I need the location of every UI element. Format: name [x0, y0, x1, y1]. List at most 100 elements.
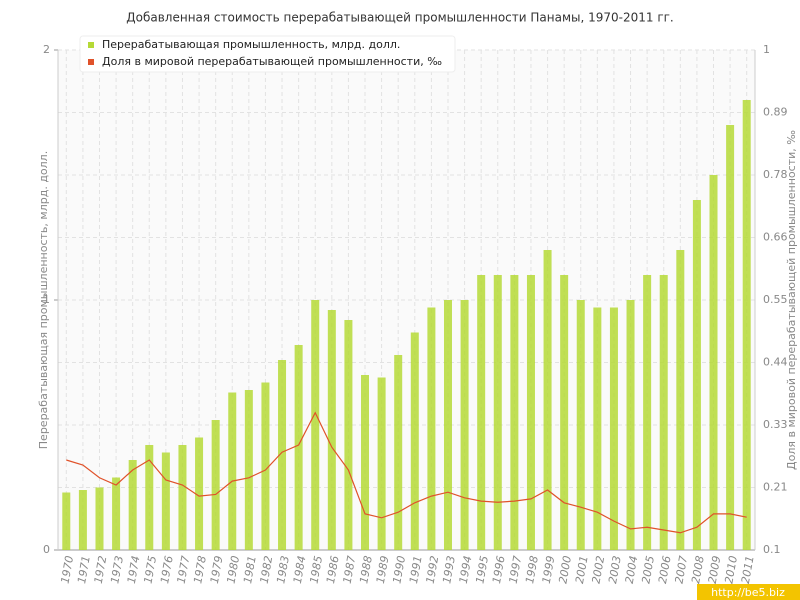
x-tick-label: 1995: [473, 555, 491, 585]
x-tick-label: 1980: [224, 555, 242, 585]
legend-swatch: [88, 59, 94, 65]
bar: [161, 452, 170, 550]
bar: [726, 125, 735, 550]
bar: [576, 300, 585, 550]
bar: [195, 437, 204, 550]
x-tick-label: 2000: [556, 555, 574, 585]
legend-label: Перерабатывающая промышленность, млрд. д…: [102, 38, 400, 51]
bar: [493, 275, 502, 550]
x-tick-label: 2006: [656, 555, 674, 585]
x-tick-label: 1974: [125, 555, 143, 585]
watermark: http://be5.biz: [711, 586, 785, 599]
y2-tick-label: 0.33: [763, 418, 788, 431]
bar: [244, 390, 253, 550]
line: [66, 411, 747, 534]
x-tick-label: 2005: [639, 555, 657, 585]
legend: Перерабатывающая промышленность, млрд. д…: [79, 35, 456, 73]
y2-tick-label: 0.55: [763, 293, 788, 306]
legend-label: Доля в мировой перерабатывающей промышле…: [102, 55, 442, 68]
bar: [709, 175, 718, 550]
x-tick-label: 1998: [523, 555, 541, 585]
x-tick-label: 1990: [390, 555, 408, 585]
y2-tick-label: 0.1: [763, 543, 781, 556]
x-tick-label: 1973: [108, 555, 126, 585]
x-tick-label: 2003: [606, 555, 624, 585]
bar: [526, 275, 535, 550]
y2-tick-label: 1: [763, 43, 770, 56]
x-tick-label: 2008: [689, 555, 707, 585]
bar: [145, 445, 154, 550]
y-axis-label: Перерабатывающая промышленность, млрд. д…: [37, 151, 50, 449]
y-tick-label: 0: [43, 543, 50, 556]
bar: [443, 300, 452, 550]
x-tick-label: 1993: [440, 555, 458, 585]
x-tick-label: 1982: [258, 555, 276, 585]
x-tick-label: 1983: [274, 555, 292, 585]
x-tick-label: 1970: [59, 555, 77, 585]
x-tick-label: 1978: [191, 555, 209, 585]
x-tick-label: 2007: [673, 555, 691, 585]
x-tick-label: 1999: [540, 555, 558, 585]
x-tick-label: 2004: [623, 555, 641, 585]
x-tick-label: 1987: [341, 555, 359, 585]
x-tick-label: 1972: [92, 555, 110, 585]
bar: [377, 377, 386, 550]
bar: [311, 300, 320, 550]
bar: [477, 275, 486, 550]
x-tick-label: 1971: [75, 555, 93, 585]
x-tick-label: 1975: [142, 555, 160, 585]
bar: [560, 275, 569, 550]
x-tick-label: 2011: [739, 555, 757, 585]
y2-tick-label: 0.21: [763, 481, 788, 494]
y2-tick-label: 0.66: [763, 231, 788, 244]
bar: [327, 310, 336, 550]
bar: [361, 375, 370, 550]
bar: [626, 300, 635, 550]
x-tick-label: 1994: [457, 555, 475, 585]
x-tick-label: 1988: [357, 555, 375, 585]
bar: [261, 382, 270, 550]
x-tick-label: 2001: [573, 555, 591, 585]
bar: [128, 460, 137, 550]
bar: [394, 355, 403, 550]
y2-tick-label: 0.89: [763, 106, 788, 119]
bar: [643, 275, 652, 550]
y-tick-label: 2: [43, 43, 50, 56]
bar: [278, 360, 287, 550]
bar: [78, 490, 87, 550]
x-tick-label: 1991: [407, 555, 425, 585]
x-tick-label: 2002: [590, 555, 608, 585]
watermark-bg: [697, 584, 800, 600]
bar: [62, 492, 71, 550]
bar: [460, 300, 469, 550]
bar: [609, 307, 618, 550]
bar: [593, 307, 602, 550]
x-tick-label: 2010: [722, 555, 740, 585]
x-tick-label: 1976: [158, 555, 176, 585]
y2-axis-label: Доля в мировой перерабатывающей промышле…: [785, 130, 798, 470]
x-tick-label: 1984: [291, 555, 309, 585]
bar: [692, 200, 701, 550]
x-tick-label: 1979: [208, 555, 226, 585]
bar: [410, 332, 419, 550]
x-tick-label: 1992: [424, 555, 442, 585]
bar: [543, 250, 552, 550]
y2-tick-label: 0.44: [763, 356, 788, 369]
bar: [427, 307, 436, 550]
x-tick-label: 1989: [374, 555, 392, 585]
bar: [344, 320, 353, 550]
x-tick-label: 1986: [324, 555, 342, 585]
bar: [659, 275, 668, 550]
x-tick-label: 1985: [307, 555, 325, 585]
y-tick-label: 1: [43, 293, 50, 306]
chart-title: Добавленная стоимость перерабатывающей п…: [126, 11, 674, 25]
x-tick-label: 2009: [706, 555, 724, 585]
bar: [95, 487, 104, 550]
bar: [676, 250, 685, 550]
bar: [228, 392, 237, 550]
y2-tick-label: 0.78: [763, 168, 788, 181]
bar: [112, 477, 121, 550]
x-tick-label: 1996: [490, 555, 508, 585]
bar: [510, 275, 519, 550]
